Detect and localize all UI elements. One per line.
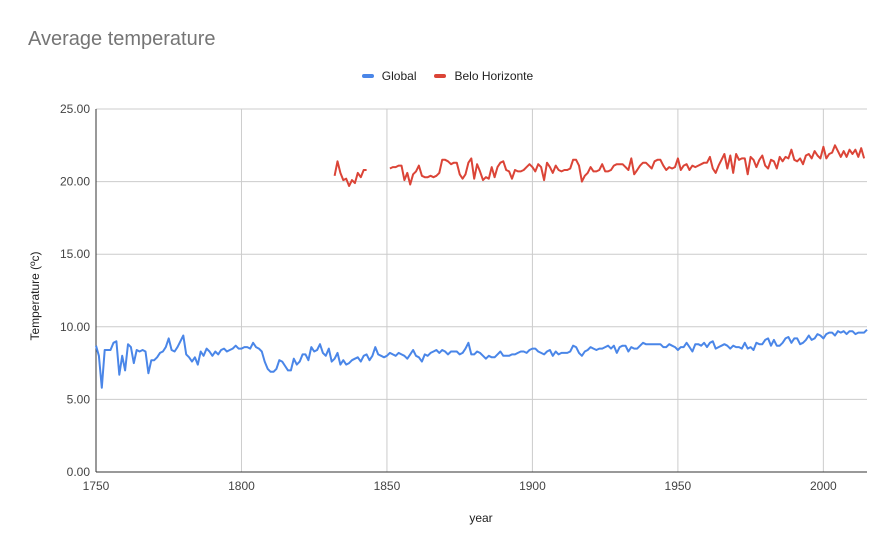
series-line-belo-horizonte xyxy=(389,144,866,186)
y-tick-label: 25.00 xyxy=(60,102,90,116)
series-line-global xyxy=(95,328,868,389)
legend-label-belo-horizonte: Belo Horizonte xyxy=(454,69,534,83)
legend-swatch-global xyxy=(361,74,374,78)
x-axis-label: year xyxy=(469,511,493,525)
legend: Global Belo Horizonte xyxy=(0,69,895,83)
x-tick-label: 1750 xyxy=(83,479,110,493)
series-line-belo-horizonte xyxy=(333,160,367,187)
x-tick-label: 1950 xyxy=(665,479,692,493)
y-tick-label: 5.00 xyxy=(67,392,91,406)
chart-title: Average temperature xyxy=(28,28,216,50)
x-tick-label: 1800 xyxy=(228,479,255,493)
x-tick-label: 1850 xyxy=(374,479,401,493)
x-tick-label: 1900 xyxy=(519,479,546,493)
legend-item-global[interactable]: Global xyxy=(361,69,417,83)
x-tick-label: 2000 xyxy=(810,479,837,493)
legend-item-belo-horizonte[interactable]: Belo Horizonte xyxy=(434,69,533,83)
y-tick-label: 15.00 xyxy=(60,247,90,261)
legend-label-global: Global xyxy=(381,69,417,83)
y-tick-label: 20.00 xyxy=(60,175,90,189)
legend-swatch-belo-horizonte xyxy=(434,74,447,78)
y-tick-label: 0.00 xyxy=(67,465,91,479)
y-tick-label: 10.00 xyxy=(60,320,90,334)
